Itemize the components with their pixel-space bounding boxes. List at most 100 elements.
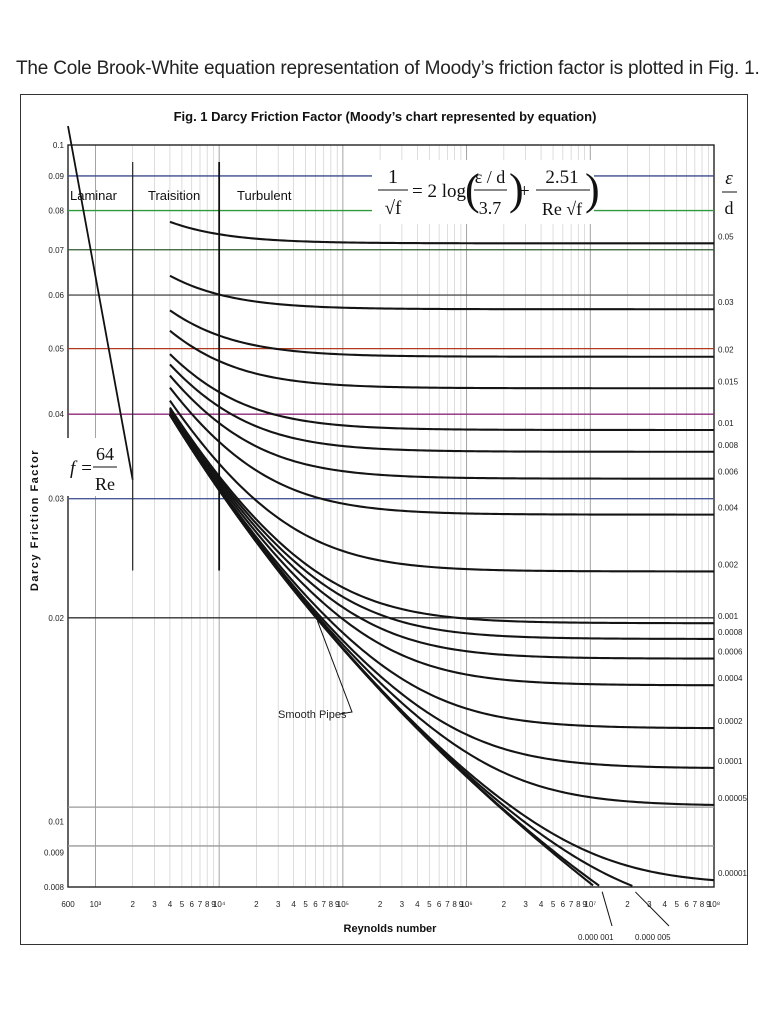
roughness-axis-den: d xyxy=(725,198,734,218)
x-tick-label-2: 2 xyxy=(130,900,135,909)
x-tick-label-17: 8 xyxy=(329,900,334,909)
smooth-pipes-label: Smooth Pipes xyxy=(278,709,347,721)
x-tick-label-24: 6 xyxy=(437,900,442,909)
x-tick-label-0: 600 xyxy=(61,900,75,909)
x-tick-label-37: 10⁷ xyxy=(584,900,596,909)
eq-term2-den: Re √f xyxy=(542,199,582,219)
x-tick-label-38: 2 xyxy=(625,900,630,909)
x-tick-label-4: 4 xyxy=(168,900,173,909)
roughness-label-0-000001: 0.000 001 xyxy=(578,933,614,942)
x-tick-label-7: 7 xyxy=(198,900,203,909)
curve-0-0004 xyxy=(169,411,714,687)
curve-0-05 xyxy=(169,220,714,245)
eq-paren-open: ( xyxy=(465,165,480,214)
eq-term2-num: 2.51 xyxy=(545,167,578,188)
eq-paren-mid: ) xyxy=(509,165,524,214)
roughness-axis-label: ε d xyxy=(722,168,737,218)
x-tick-label-15: 6 xyxy=(313,900,318,909)
laminar-label: Laminar xyxy=(70,188,118,203)
roughness-label-0-0001: 0.0001 xyxy=(718,757,743,766)
intro-text: The Cole Brook-White equation representa… xyxy=(16,58,760,79)
x-tick-label-16: 7 xyxy=(321,900,326,909)
roughness-label-0-004: 0.004 xyxy=(718,504,739,513)
y-tick-label-7: 0.03 xyxy=(48,495,64,504)
roughness-label-0-05: 0.05 xyxy=(718,232,734,241)
roughness-axis-num: ε xyxy=(725,168,733,189)
grid-lines xyxy=(67,144,715,888)
laminar-eq-lhs: f = xyxy=(70,458,93,479)
curve-0-001 xyxy=(169,406,714,625)
y-tick-label-1: 0.09 xyxy=(48,172,64,181)
x-tick-label-1: 10³ xyxy=(90,900,102,909)
roughness-label-0-03: 0.03 xyxy=(718,298,734,307)
roughness-label-0-001: 0.001 xyxy=(718,612,739,621)
pointer-0-000001 xyxy=(601,891,613,927)
x-tick-label-22: 4 xyxy=(415,900,420,909)
roughness-label-0-002: 0.002 xyxy=(718,560,739,569)
roughness-label-0-00001: 0.00001 xyxy=(718,869,747,878)
laminar-equation: f = 64 Re xyxy=(66,438,118,496)
curve-0-0002 xyxy=(169,412,715,730)
y-tick-label-8: 0.02 xyxy=(48,614,64,623)
x-tick-label-19: 10⁵ xyxy=(337,900,349,909)
x-tick-label-33: 6 xyxy=(561,900,566,909)
y-tick-label-6: 0.04 xyxy=(48,410,64,419)
eq-lhs-num: 1 xyxy=(388,166,398,188)
x-tick-label-43: 7 xyxy=(693,900,698,909)
y-axis-label: Darcy Friction Factor xyxy=(29,449,41,591)
friction-curves xyxy=(67,125,715,887)
y-tick-label-9: 0.01 xyxy=(48,817,64,826)
x-tick-label-23: 5 xyxy=(427,900,432,909)
eq-paren-close: ) xyxy=(585,165,600,214)
x-tick-label-8: 8 xyxy=(205,900,210,909)
laminar-line xyxy=(67,125,134,480)
eq-plus: + xyxy=(519,181,530,202)
x-tick-label-14: 5 xyxy=(303,900,308,909)
pointer-0-000005 xyxy=(635,891,670,927)
roughness-label-0-0002: 0.0002 xyxy=(718,717,743,726)
curve-0-0006 xyxy=(169,409,714,660)
x-tick-label-40: 4 xyxy=(663,900,668,909)
curve-0-008 xyxy=(169,363,714,453)
roughness-label-0-0004: 0.0004 xyxy=(718,674,743,683)
x-tick-label-18: 9 xyxy=(335,900,340,909)
x-tick-label-30: 3 xyxy=(523,900,528,909)
curve-0-01 xyxy=(169,353,714,432)
roughness-label-0-008: 0.008 xyxy=(718,441,739,450)
x-tick-label-3: 3 xyxy=(152,900,157,909)
eq-term1-den: 3.7 xyxy=(479,198,502,218)
x-tick-label-29: 2 xyxy=(502,900,507,909)
y-tick-label-0: 0.1 xyxy=(53,141,65,150)
plot-area xyxy=(67,144,715,888)
roughness-label-0-01: 0.01 xyxy=(718,419,734,428)
x-tick-label-11: 2 xyxy=(254,900,259,909)
x-tick-label-44: 8 xyxy=(700,900,705,909)
turbulent-label: Turbulent xyxy=(237,188,292,203)
figure-frame xyxy=(20,94,748,945)
x-tick-label-20: 2 xyxy=(378,900,383,909)
y-tick-label-2: 0.08 xyxy=(48,207,64,216)
x-tick-label-31: 4 xyxy=(539,900,544,909)
curve-0-015 xyxy=(169,329,714,390)
x-tick-label-46: 10⁸ xyxy=(708,900,720,909)
x-tick-label-45: 9 xyxy=(706,900,711,909)
x-tick-label-27: 9 xyxy=(459,900,464,909)
chart-title: Fig. 1 Darcy Friction Factor (Moody’s ch… xyxy=(174,109,597,124)
curve-0-000001 xyxy=(169,414,600,887)
laminar-eq-num: 64 xyxy=(96,444,114,464)
roughness-label-0-0006: 0.0006 xyxy=(718,648,743,657)
curve-0-006 xyxy=(169,374,714,480)
y-tick-label-5: 0.05 xyxy=(48,345,64,354)
roughness-label-0-015: 0.015 xyxy=(718,377,739,386)
roughness-labels: 0.05 0.03 0.02 0.015 0.01 0.008 0.006 0.004 0.00… xyxy=(278,232,747,942)
y-tick-label-4: 0.06 xyxy=(48,291,64,300)
roughness-label-0-02: 0.02 xyxy=(718,346,734,355)
y-tick-label-10: 0.009 xyxy=(44,848,65,857)
roughness-label-0-00005: 0.00005 xyxy=(718,794,747,803)
x-axis-label: Reynolds number xyxy=(344,923,438,935)
annotations xyxy=(132,162,670,927)
eq-lhs-den: √f xyxy=(385,198,402,219)
curve-0-002 xyxy=(169,400,714,573)
roughness-label-0-000005: 0.000 005 xyxy=(635,933,671,942)
